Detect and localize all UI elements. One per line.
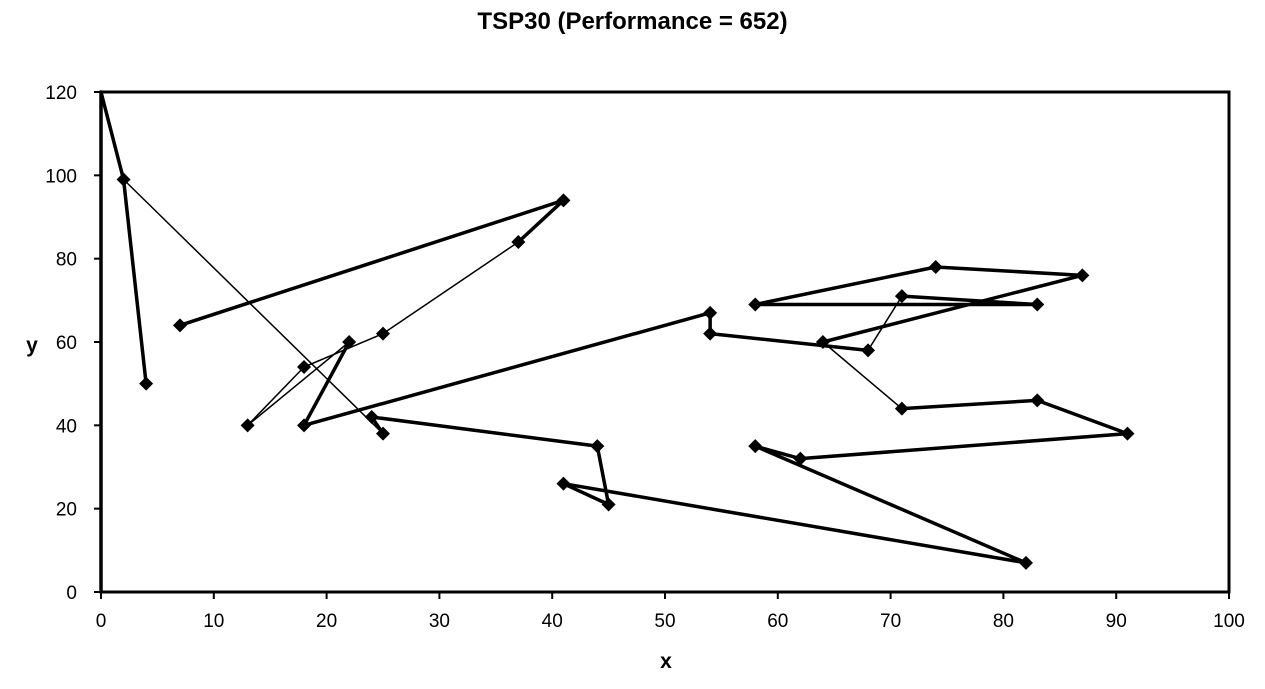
city-marker — [240, 418, 255, 433]
city-marker — [590, 439, 605, 454]
city-marker — [703, 305, 718, 320]
city-marker — [556, 476, 571, 491]
city-marker — [297, 360, 312, 374]
city-marker — [894, 289, 909, 304]
y-tick-label: 60 — [56, 333, 77, 354]
city-marker — [342, 335, 357, 349]
tour-segment — [302, 311, 712, 428]
x-tick-label: 50 — [654, 611, 675, 632]
tour-segment — [753, 265, 938, 307]
x-tick-label: 40 — [542, 611, 563, 632]
plot-area-border — [99, 90, 1231, 594]
x-tick-label: 10 — [203, 611, 224, 632]
city-marker — [793, 451, 808, 466]
tour-segment — [303, 332, 384, 368]
tour-segment — [369, 415, 600, 448]
tour-segment — [99, 90, 126, 182]
x-axis-title: x — [660, 650, 672, 673]
city-marker-layer — [116, 172, 1135, 570]
chart-title: TSP30 (Performance = 652) — [477, 8, 788, 35]
x-tick-label: 90 — [1106, 611, 1127, 632]
y-tick-label: 120 — [45, 83, 77, 104]
tour-segment — [516, 198, 566, 244]
tour-segment — [122, 178, 147, 385]
city-marker — [376, 426, 390, 441]
tour-segment — [798, 431, 1130, 461]
tour-segment — [561, 481, 1028, 565]
tour-segment — [561, 481, 611, 507]
city-marker — [1120, 426, 1135, 441]
x-tick-label: 0 — [96, 611, 107, 632]
city-marker — [601, 497, 616, 512]
ticks-layer: 0 10 20 30 40 50 60 70 80 90 100 0 20 40 60 80 100 120 — [45, 83, 1245, 632]
x-tick-label: 70 — [880, 611, 901, 632]
plot-frame-layer — [99, 90, 1231, 594]
city-marker — [364, 410, 379, 424]
x-tick-label: 20 — [316, 611, 337, 632]
tour-segment — [1035, 398, 1130, 436]
x-tick-label: 60 — [767, 611, 788, 632]
tour-segment — [900, 398, 1039, 411]
city-marker — [139, 376, 154, 391]
tour-segment — [933, 265, 1085, 278]
tour-route-layer — [99, 90, 1130, 594]
y-tick-label: 40 — [56, 416, 77, 437]
tour-segment — [302, 340, 351, 428]
tour-segment — [867, 295, 903, 352]
y-tick-label: 20 — [56, 500, 77, 521]
city-marker — [928, 260, 943, 274]
tour-segment — [753, 444, 803, 461]
tour-segment — [708, 331, 870, 353]
x-tick-label: 80 — [993, 611, 1014, 632]
y-tick-label: 100 — [45, 166, 77, 187]
tour-segment — [122, 178, 384, 435]
city-marker — [748, 439, 763, 454]
city-marker — [1075, 268, 1090, 283]
city-marker — [894, 401, 909, 416]
city-marker — [861, 343, 876, 358]
tour-segment — [382, 241, 520, 335]
city-marker — [376, 326, 390, 341]
y-tick-label: 0 — [66, 583, 77, 604]
city-marker — [1018, 555, 1033, 570]
city-marker — [556, 193, 571, 208]
tour-segment — [246, 366, 305, 427]
tour-segment — [753, 444, 1028, 565]
tour-segment — [595, 444, 611, 507]
x-tick-label: 30 — [429, 611, 450, 632]
city-marker — [297, 418, 312, 433]
city-marker — [1030, 393, 1045, 408]
city-marker — [1030, 297, 1045, 312]
tour-segment — [822, 341, 903, 410]
y-tick-label: 80 — [56, 250, 77, 271]
y-axis-title: y — [26, 334, 38, 357]
city-marker — [511, 235, 526, 249]
city-marker — [815, 335, 830, 349]
city-marker — [116, 172, 131, 187]
city-marker — [748, 297, 763, 312]
city-marker — [703, 326, 718, 341]
tour-segment — [900, 294, 1039, 307]
tour-segment — [821, 273, 1085, 344]
tour-segment — [178, 198, 566, 328]
city-marker — [172, 318, 187, 333]
x-tick-label: 100 — [1213, 611, 1245, 632]
